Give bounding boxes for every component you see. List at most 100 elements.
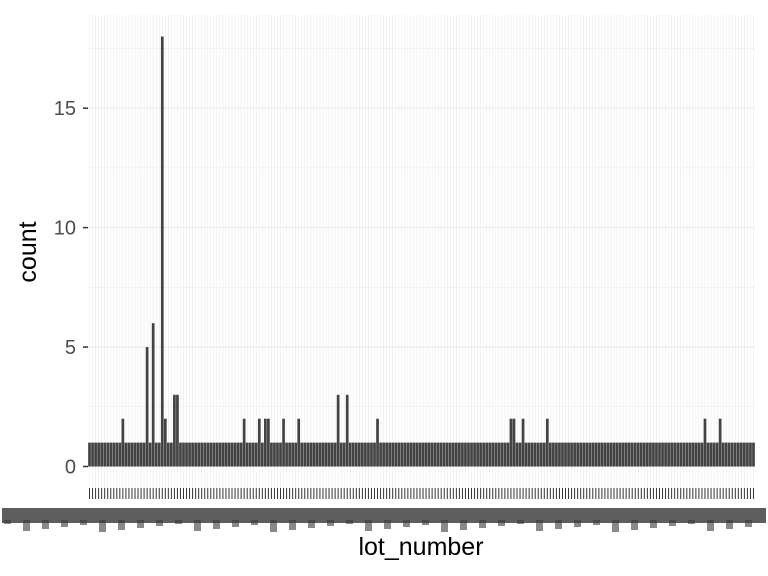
bar: [564, 442, 567, 467]
bar: [400, 442, 404, 467]
bar: [588, 442, 592, 467]
bar: [397, 442, 401, 467]
bar: [176, 394, 179, 467]
bar: [721, 442, 725, 467]
bar: [652, 442, 655, 467]
bar: [691, 442, 695, 467]
bar: [552, 442, 555, 467]
bars: [88, 36, 755, 467]
bar: [491, 442, 495, 467]
bar: [618, 442, 622, 467]
bar: [188, 442, 191, 467]
bar: [679, 442, 683, 467]
bar: [436, 442, 440, 467]
bar: [312, 442, 316, 467]
x-tick-label-fragment: [156, 520, 163, 526]
bar: [470, 442, 473, 467]
bar: [743, 442, 746, 467]
bar: [388, 442, 392, 467]
x-tick-label-fragment: [213, 520, 220, 529]
bar: [642, 442, 646, 467]
bar: [712, 442, 716, 467]
bar: [212, 442, 216, 467]
x-tick-label-fragment: [517, 520, 524, 524]
bar: [627, 442, 631, 467]
bar: [306, 442, 310, 467]
bar: [345, 394, 349, 467]
bar: [700, 442, 704, 467]
bar: [718, 418, 722, 467]
bar: [733, 442, 737, 467]
bar: [451, 442, 455, 467]
bar: [303, 442, 307, 467]
x-tick-label-fragment: [650, 520, 657, 528]
bar: [273, 442, 276, 467]
bar: [148, 442, 152, 467]
bar: [270, 442, 273, 467]
bar: [179, 442, 182, 467]
bar: [746, 442, 749, 467]
bar: [224, 442, 228, 467]
x-tick-label-fragment: [137, 520, 144, 528]
x-tick-label-fragment: [365, 520, 372, 531]
bar: [364, 442, 367, 467]
bar: [591, 442, 595, 467]
bar: [579, 442, 583, 467]
bar: [157, 442, 161, 467]
bar: [548, 442, 552, 467]
bar: [515, 442, 519, 467]
bar: [476, 442, 479, 467]
y-axis: 0 5 10 15: [54, 98, 88, 479]
bar: [333, 442, 337, 467]
bar: [661, 442, 664, 467]
x-tick-label-fragment: [555, 520, 562, 529]
bar: [715, 442, 719, 467]
bar: [467, 442, 470, 467]
bar: [403, 442, 407, 467]
bar: [752, 442, 755, 467]
bar: [245, 442, 249, 467]
x-tick-label-fragment: [118, 520, 125, 530]
bar: [415, 442, 419, 467]
bar: [185, 442, 188, 467]
bar: [127, 442, 131, 467]
bar: [673, 442, 677, 467]
bar: [606, 442, 610, 467]
bar: [330, 442, 334, 467]
bar: [391, 442, 395, 467]
bar: [439, 442, 443, 467]
bar: [236, 442, 240, 467]
bar: [309, 442, 313, 467]
bar: [682, 442, 686, 467]
x-tick-labels-overlap: [2, 508, 766, 523]
bar: [394, 442, 398, 467]
bar: [130, 442, 134, 467]
bar: [688, 442, 692, 467]
plot-panel: [88, 15, 755, 488]
bar: [600, 442, 604, 467]
bar: [182, 442, 185, 467]
x-tick-label-fragment: [688, 520, 695, 524]
x-tick-label-fragment: [194, 520, 201, 531]
bar: [461, 442, 464, 467]
x-tick-label-fragment: [726, 520, 733, 529]
bar: [464, 442, 467, 467]
bar: [615, 442, 619, 467]
bar: [727, 442, 731, 467]
bar: [367, 442, 370, 467]
bar: [361, 442, 364, 467]
bar: [485, 442, 489, 467]
bar: [630, 442, 634, 467]
x-tick-label-fragment: [422, 520, 429, 525]
bar: [749, 442, 752, 467]
bar: [133, 442, 137, 467]
x-tick-label-fragment: [707, 520, 714, 531]
bar: [151, 323, 155, 467]
bar: [109, 442, 113, 467]
bar: [254, 442, 258, 467]
bar: [527, 442, 531, 467]
bar: [412, 442, 416, 467]
bar: [248, 442, 252, 467]
bar: [576, 442, 580, 467]
bar: [297, 418, 301, 467]
